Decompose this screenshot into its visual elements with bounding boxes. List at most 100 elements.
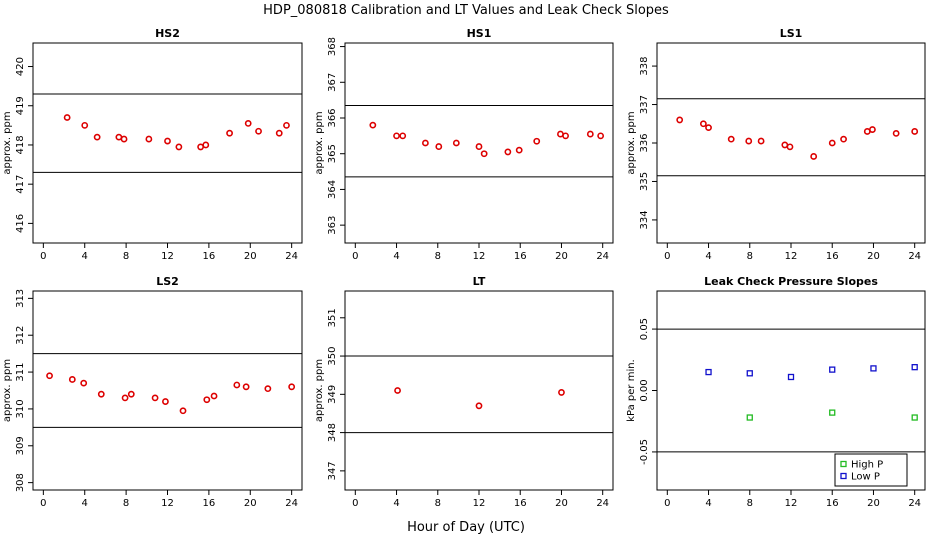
y-tick-label: 420 [15,57,26,76]
data-point [421,139,429,147]
data-point [727,135,735,143]
y-tick-label: 310 [15,399,26,418]
x-tick-label: 4 [82,498,88,509]
y-axis-label: approx. ppm [626,111,637,174]
x-tick-label: 16 [514,498,527,509]
figure-title: HDP_080818 Calibration and LT Values and… [263,3,669,18]
data-point [829,366,836,373]
y-tick-label: 418 [15,135,26,154]
data-point [120,135,128,143]
panel-title: LT [473,275,486,288]
y-axis-label: approx. ppm [314,111,325,174]
data-point [288,383,296,391]
data-point [175,143,183,151]
legend-box [834,453,908,487]
x-tick-label: 0 [40,498,46,509]
y-tick-label: 338 [639,57,650,76]
data-point [829,409,836,416]
y-tick-label: 367 [327,73,338,92]
y-tick-label: 337 [639,95,650,114]
y-tick-label: -0.05 [639,439,650,465]
y-tick-label: 0.05 [639,318,650,340]
y-tick-label: 368 [327,37,338,56]
data-point [80,379,88,387]
data-point [504,148,512,156]
x-tick-label: 0 [40,251,46,262]
plot-frame [32,42,303,244]
chart-panel: HS1 approx. ppm 0 4 8 12 16 20 24 363 364 365 366 367… [314,27,614,262]
data-point [255,127,262,135]
x-tick-label: 8 [123,498,129,509]
data-point [870,365,877,372]
legend-marker [840,472,847,480]
data-point [840,135,847,143]
x-tick-label: 0 [664,251,670,262]
data-point [911,128,919,135]
data-point [745,137,753,145]
x-tick-label: 12 [473,498,486,509]
data-point [562,132,569,140]
y-tick-label: 419 [15,96,26,115]
x-tick-label: 12 [785,498,798,509]
y-axis-label: approx. ppm [314,359,325,422]
plot-frame [656,42,926,244]
panel-title: HS1 [467,27,492,40]
data-point [275,129,283,137]
data-point [586,130,594,138]
x-tick-label: 4 [393,498,399,509]
x-tick-label: 24 [285,498,298,509]
x-tick-label: 12 [473,251,486,262]
data-point [452,139,460,147]
data-point [97,390,105,398]
legend-label: High P [851,460,883,471]
x-tick-label: 16 [826,498,839,509]
x-tick-label: 8 [435,498,441,509]
data-point [533,137,541,145]
y-tick-label: 313 [15,289,26,308]
x-tick-label: 20 [244,251,257,262]
data-point [558,389,565,396]
data-point [63,114,71,121]
x-tick-label: 8 [123,251,129,262]
data-point [179,407,187,415]
data-point [226,129,233,137]
x-tick-label: 16 [203,498,216,509]
panel-title: Leak Check Pressure Slopes [704,275,878,288]
legend-label: Low P [851,472,880,483]
chart-panel: LS1 approx. ppm 0 4 8 12 16 20 24 334 335 336 337 338 [626,27,926,262]
x-tick-label: 8 [747,498,753,509]
data-point [202,141,210,149]
x-tick-label: 8 [435,251,441,262]
chart-panel: LT approx. ppm 0 4 8 12 16 20 24 347 348 349 350 351 [314,275,614,509]
data-point [911,414,918,421]
data-point [394,387,401,394]
x-tick-label: 24 [908,498,921,509]
data-point [46,372,53,380]
data-point [151,394,159,402]
x-tick-label: 20 [555,498,568,509]
data-point [162,398,169,405]
panel-title: LS2 [156,275,179,288]
data-point [393,132,400,140]
x-tick-label: 12 [161,251,174,262]
data-point [892,129,900,137]
y-tick-label: 366 [327,108,338,127]
data-point [746,370,753,377]
y-tick-label: 0.00 [639,379,650,401]
chart-panel: HS2 approx. ppm 0 4 8 12 16 20 24 416 417 418 419 420 [2,27,303,262]
data-point [435,143,443,150]
y-tick-label: 311 [15,363,26,382]
y-tick-label: 351 [327,308,338,327]
y-axis-label: kPa per min. [626,359,637,422]
x-tick-label: 4 [705,498,711,509]
plot-frame [656,290,926,491]
plot-frame [32,290,303,491]
y-tick-label: 365 [327,144,338,163]
data-point [203,396,211,404]
data-point [786,143,794,151]
data-point [911,364,918,371]
y-axis-label: approx. ppm [2,359,13,422]
data-point [93,133,101,141]
